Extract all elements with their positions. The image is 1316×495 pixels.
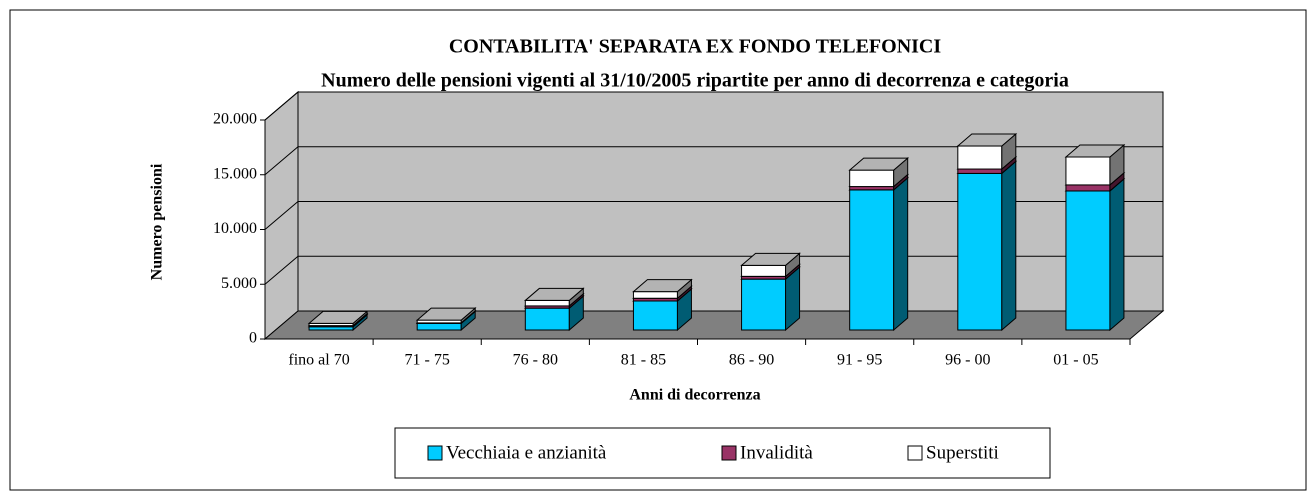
- y-tick-label: 5.000: [221, 275, 257, 292]
- bar-segment: [741, 264, 787, 277]
- bar-top: [632, 279, 693, 293]
- bar-top: [740, 252, 801, 266]
- x-tick-label: fino al 70: [288, 352, 349, 369]
- bar-segment: [1065, 156, 1111, 186]
- y-tick-label: 15.000: [213, 165, 257, 182]
- y-tick-label: 0: [249, 330, 257, 347]
- bar-top: [956, 133, 1018, 147]
- legend-label: Vecchiaia e anzianità: [446, 442, 607, 463]
- y-tick-label: 20.000: [213, 111, 257, 128]
- bar-segment: [524, 307, 570, 331]
- bar-side: [1109, 177, 1125, 332]
- legend-swatch: [427, 445, 443, 461]
- bar-segment: [632, 300, 678, 331]
- bar-segment: [416, 322, 462, 331]
- legend-label: Superstiti: [926, 442, 999, 463]
- x-axis-label: Anni di decorrenza: [629, 387, 760, 404]
- bar-segment: [957, 168, 1003, 174]
- bar-top: [523, 287, 585, 301]
- bar-segment: [632, 291, 678, 299]
- x-tick-label: 91 - 95: [837, 352, 882, 369]
- legend-swatch: [907, 445, 923, 461]
- legend-swatch: [721, 445, 737, 461]
- bar-top: [415, 307, 477, 321]
- x-tick-label: 76 - 80: [513, 352, 558, 369]
- bar-segment: [1065, 190, 1111, 331]
- bar-segment: [1065, 184, 1111, 192]
- bar-top: [1064, 144, 1126, 158]
- x-tick-label: 96 - 00: [945, 352, 990, 369]
- grid-line: [264, 146, 1163, 176]
- bar-segment: [849, 189, 895, 331]
- x-tick-label: 81 - 85: [621, 352, 666, 369]
- bar-segment: [957, 172, 1003, 331]
- bar-side: [893, 176, 909, 332]
- y-tick-label: 10.000: [213, 220, 257, 237]
- bar-top: [307, 310, 369, 324]
- x-tick-label: 01 - 05: [1053, 352, 1098, 369]
- x-tick-label: 86 - 90: [729, 352, 774, 369]
- chart-subtitle: Numero delle pensioni vigenti al 31/10/2…: [321, 70, 1069, 92]
- bar-segment: [849, 169, 895, 188]
- chart-title: CONTABILITA' SEPARATA EX FONDO TELEFONIC…: [449, 36, 942, 58]
- y-axis-label: Numero pensioni: [149, 163, 166, 280]
- floor: [263, 310, 1165, 340]
- x-tick-label: 71 - 75: [405, 352, 450, 369]
- bar-segment: [524, 299, 570, 307]
- bar-top: [848, 157, 910, 171]
- legend-label: Invalidità: [740, 442, 813, 463]
- bar-segment: [741, 278, 787, 331]
- bar-segment: [957, 145, 1003, 170]
- bar-side: [1001, 160, 1017, 332]
- grid-line: [264, 91, 1163, 121]
